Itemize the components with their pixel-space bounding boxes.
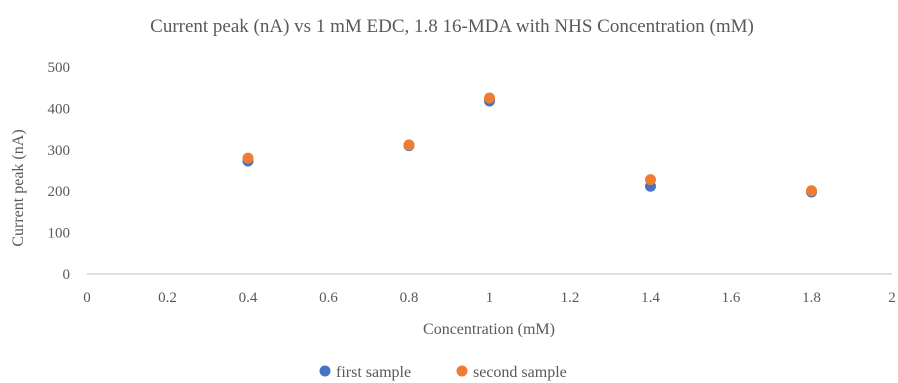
legend-marker-first-sample <box>319 365 331 377</box>
y-tick-label: 400 <box>48 101 71 117</box>
legend-item-first-sample: first sample <box>319 364 411 381</box>
x-axis-ticks: 0 0.2 0.4 0.6 0.8 1 1.2 1.4 1.6 1.8 2 <box>83 290 896 306</box>
chart-title: Current peak (nA) vs 1 mM EDC, 1.8 16-MD… <box>150 16 754 37</box>
point-second-sample <box>242 152 254 164</box>
y-tick-label: 300 <box>48 143 71 159</box>
x-tick-label: 0 <box>83 290 91 306</box>
legend-label-first-sample: first sample <box>336 364 411 381</box>
legend-marker-second-sample <box>456 365 468 377</box>
point-second-sample <box>806 185 817 197</box>
y-tick-label: 0 <box>63 267 71 283</box>
x-tick-label: 0.2 <box>158 290 177 306</box>
x-tick-label: 2 <box>888 290 896 306</box>
y-tick-label: 100 <box>48 226 71 242</box>
y-tick-label: 500 <box>48 60 71 76</box>
x-axis-label: Concentration (mM) <box>423 321 555 338</box>
x-tick-label: 0.4 <box>239 290 258 306</box>
x-tick-label: 1.2 <box>561 290 580 306</box>
y-tick-label: 200 <box>48 184 71 200</box>
legend: first sample second sample <box>319 364 567 381</box>
x-tick-label: 0.8 <box>400 290 419 306</box>
x-tick-label: 0.6 <box>319 290 338 306</box>
point-second-sample <box>403 139 415 151</box>
legend-label-second-sample: second sample <box>473 364 567 381</box>
data-points <box>242 92 817 198</box>
y-axis-ticks: 0 100 200 300 400 500 <box>48 60 71 283</box>
x-tick-label: 1.4 <box>641 290 660 306</box>
x-tick-label: 1.6 <box>722 290 741 306</box>
point-second-sample <box>645 174 656 186</box>
y-axis-label: Current peak (nA) <box>10 129 27 246</box>
x-tick-label: 1.8 <box>802 290 821 306</box>
point-second-sample <box>484 92 495 104</box>
x-tick-label: 1 <box>486 290 494 306</box>
legend-item-second-sample: second sample <box>456 364 567 381</box>
